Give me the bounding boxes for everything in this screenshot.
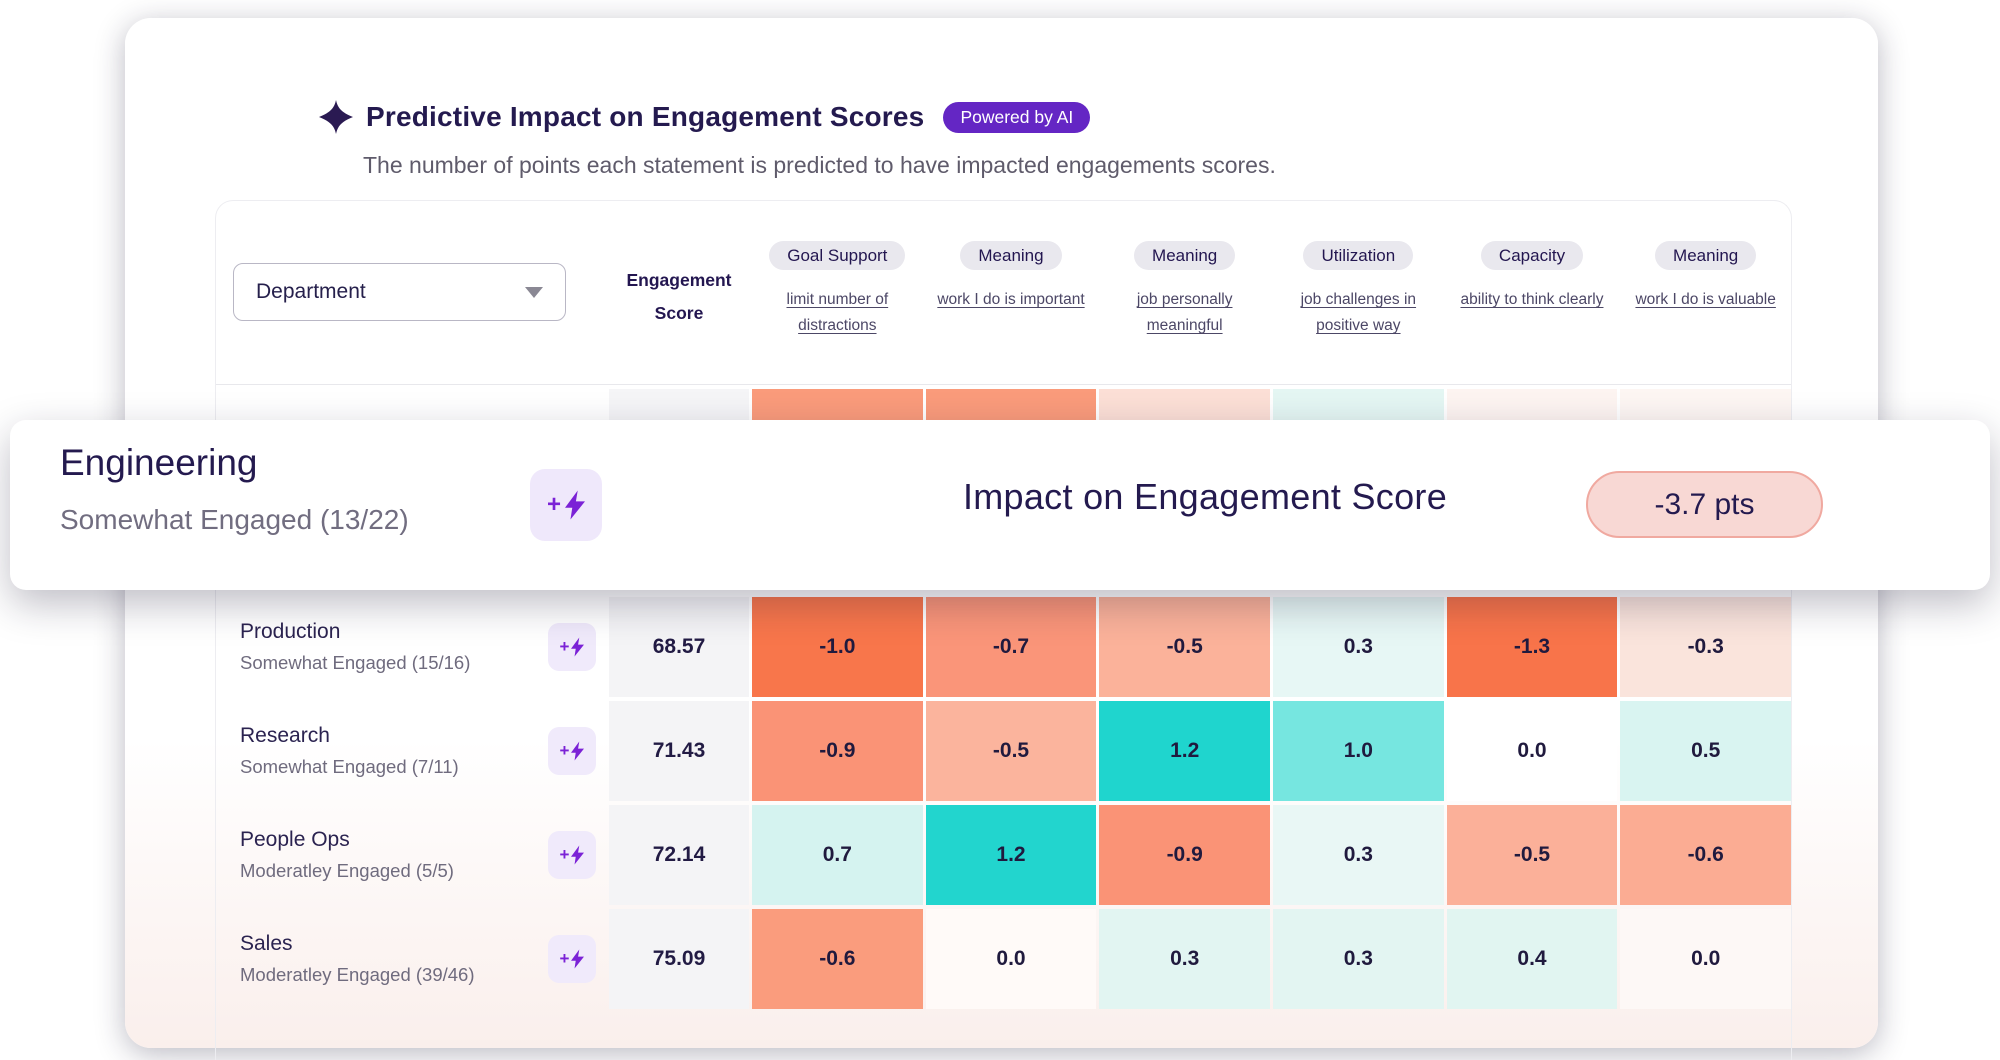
department-cell: Research Somewhat Engaged (7/11) + bbox=[216, 701, 606, 801]
department-filter-cell: Department bbox=[216, 201, 606, 384]
score-cell: 72.14 bbox=[609, 805, 749, 905]
department-name: Sales bbox=[240, 932, 293, 955]
heatmap-cell[interactable]: 0.3 bbox=[1273, 909, 1444, 1009]
department-cell: Sales Moderatley Engaged (39/46) + bbox=[216, 909, 606, 1009]
department-cell: People Ops Moderatley Engaged (5/5) + bbox=[216, 805, 606, 905]
lightning-bolt-icon bbox=[571, 949, 585, 969]
engagement-label: Moderatley Engaged (5/5) bbox=[240, 860, 454, 881]
heatmap-cell[interactable]: -0.6 bbox=[1620, 805, 1791, 905]
column-header: Goal Support limit number of distraction… bbox=[752, 201, 923, 384]
heatmap-cell[interactable]: -0.5 bbox=[1446, 805, 1618, 905]
table-row: Production Somewhat Engaged (15/16) + 68… bbox=[216, 597, 1791, 697]
category-pill: Utilization bbox=[1303, 241, 1414, 270]
heatmap-cell[interactable]: -1.0 bbox=[752, 597, 923, 697]
heatmap-cell[interactable]: -0.7 bbox=[925, 597, 1097, 697]
heatmap-cell[interactable]: 1.2 bbox=[925, 805, 1097, 905]
department-name: Production bbox=[240, 620, 341, 643]
score-cell: 71.43 bbox=[609, 701, 749, 801]
statement-link[interactable]: ability to think clearly bbox=[1460, 291, 1604, 308]
heatmap-cell[interactable]: 0.3 bbox=[1273, 597, 1444, 697]
heatmap-header-row: Department Engagement Score Goal Support… bbox=[216, 201, 1791, 385]
plus-icon: + bbox=[559, 637, 570, 656]
engineering-detail-overlay: Engineering Somewhat Engaged (13/22) + I… bbox=[10, 420, 1990, 590]
heatmap-cell[interactable]: -0.9 bbox=[752, 701, 923, 801]
ai-insight-button[interactable]: + bbox=[548, 935, 596, 983]
lightning-bolt-icon bbox=[571, 637, 585, 657]
heatmap-cell[interactable]: -0.5 bbox=[925, 701, 1097, 801]
heatmap-cell[interactable]: -0.5 bbox=[1099, 597, 1270, 697]
table-row: Research Somewhat Engaged (7/11) + 71.43… bbox=[216, 701, 1791, 801]
chevron-down-icon bbox=[525, 286, 543, 298]
heatmap-cell[interactable]: -0.9 bbox=[1099, 805, 1270, 905]
plus-icon: + bbox=[559, 845, 570, 864]
ai-insight-button[interactable]: + bbox=[530, 469, 602, 541]
impact-label: Impact on Engagement Score bbox=[962, 476, 1448, 517]
department-name: People Ops bbox=[240, 828, 350, 851]
category-pill: Meaning bbox=[960, 241, 1062, 270]
page-title: Predictive Impact on Engagement Scores bbox=[366, 101, 925, 132]
powered-by-ai-badge: Powered by AI bbox=[943, 101, 1091, 133]
heatmap-cell[interactable]: 0.5 bbox=[1620, 701, 1791, 801]
overlay-engagement-label: Somewhat Engaged (13/22) bbox=[60, 504, 409, 535]
statement-link[interactable]: job personally meaningful bbox=[1136, 291, 1233, 335]
heatmap-cell[interactable]: 0.7 bbox=[752, 805, 923, 905]
statement-link[interactable]: limit number of distractions bbox=[786, 291, 889, 335]
heatmap-cell[interactable]: 0.0 bbox=[1620, 909, 1791, 1009]
lightning-bolt-icon bbox=[571, 845, 585, 865]
heatmap-cell[interactable]: -0.6 bbox=[752, 909, 923, 1009]
category-pill: Goal Support bbox=[769, 241, 906, 270]
column-header: Meaning work I do is important bbox=[926, 201, 1097, 384]
statement-link[interactable]: job challenges in positive way bbox=[1300, 291, 1417, 335]
engagement-label: Moderatley Engaged (39/46) bbox=[240, 964, 475, 985]
statement-link[interactable]: work I do is valuable bbox=[1635, 291, 1776, 308]
overlay-department-name: Engineering bbox=[60, 442, 258, 483]
table-row: Sales Moderatley Engaged (39/46) + 75.09… bbox=[216, 909, 1791, 1009]
heatmap-cell[interactable]: 1.2 bbox=[1099, 701, 1270, 801]
plus-icon: + bbox=[546, 491, 561, 518]
impact-value-pill: -3.7 pts bbox=[1586, 471, 1823, 538]
engagement-label: Somewhat Engaged (15/16) bbox=[240, 652, 471, 673]
sparkle-icon bbox=[319, 100, 353, 134]
plus-icon: + bbox=[559, 949, 570, 968]
heatmap-cell[interactable]: 0.3 bbox=[1099, 909, 1270, 1009]
heatmap-cell[interactable]: 0.4 bbox=[1446, 909, 1618, 1009]
plus-icon: + bbox=[559, 741, 570, 760]
heatmap-cell[interactable]: -1.3 bbox=[1446, 597, 1618, 697]
category-pill: Meaning bbox=[1655, 241, 1757, 270]
heatmap-table: Department Engagement Score Goal Support… bbox=[215, 200, 1792, 1060]
heatmap-cell[interactable]: 1.0 bbox=[1273, 701, 1444, 801]
lightning-bolt-icon bbox=[565, 490, 585, 520]
column-header: Meaning job personally meaningful bbox=[1099, 201, 1270, 384]
table-row: People Ops Moderatley Engaged (5/5) + 72… bbox=[216, 805, 1791, 905]
department-name: Research bbox=[240, 724, 330, 747]
ai-insight-button[interactable]: + bbox=[548, 727, 596, 775]
lightning-bolt-icon bbox=[571, 741, 585, 761]
department-dropdown[interactable]: Department bbox=[233, 263, 566, 321]
page-subtitle: The number of points each statement is p… bbox=[363, 152, 1276, 178]
column-header: Utilization job challenges in positive w… bbox=[1273, 201, 1444, 384]
card-header: Predictive Impact on Engagement Scores P… bbox=[319, 100, 1091, 134]
engagement-score-header: Engagement Score bbox=[626, 270, 732, 323]
score-cell: 68.57 bbox=[609, 597, 749, 697]
ai-insight-button[interactable]: + bbox=[548, 831, 596, 879]
column-header: Capacity ability to think clearly bbox=[1447, 201, 1618, 384]
department-dropdown-value: Department bbox=[256, 280, 366, 303]
department-cell: Production Somewhat Engaged (15/16) + bbox=[216, 597, 606, 697]
heatmap-cell[interactable]: -0.3 bbox=[1620, 597, 1791, 697]
statement-link[interactable]: work I do is important bbox=[937, 291, 1085, 308]
ai-insight-button[interactable]: + bbox=[548, 623, 596, 671]
engagement-label: Somewhat Engaged (7/11) bbox=[240, 756, 459, 777]
heatmap-cell[interactable]: 0.0 bbox=[925, 909, 1097, 1009]
category-pill: Capacity bbox=[1480, 241, 1584, 270]
heatmap-cell[interactable]: 0.0 bbox=[1446, 701, 1618, 801]
category-pill: Meaning bbox=[1134, 241, 1236, 270]
score-cell: 75.09 bbox=[609, 909, 749, 1009]
heatmap-cell[interactable]: 0.3 bbox=[1273, 805, 1444, 905]
column-header: Meaning work I do is valuable bbox=[1620, 201, 1791, 384]
